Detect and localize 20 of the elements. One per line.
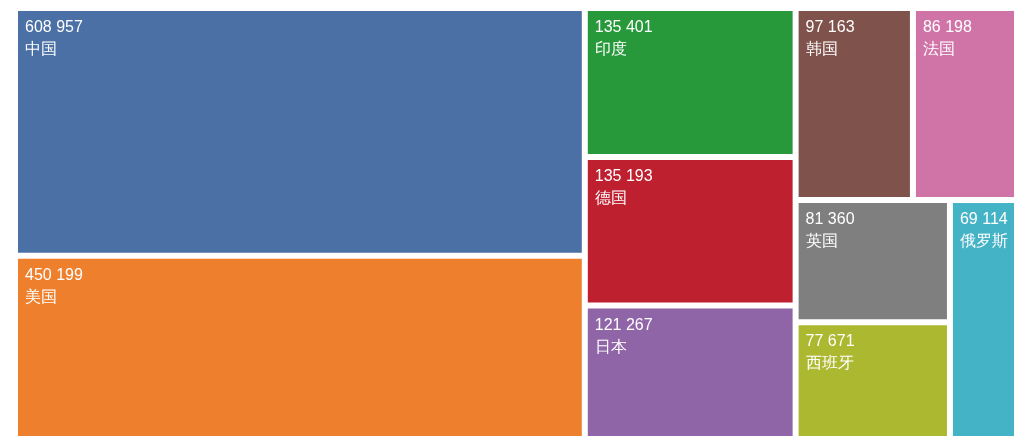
category-label: 美国 [25, 287, 57, 305]
data-label: 450 199 [25, 265, 83, 283]
category-label: 俄罗斯 [959, 232, 1008, 250]
category-label: 韩国 [805, 40, 838, 57]
data-label: 121 267 [594, 315, 653, 333]
data-label: 97 163 [805, 18, 855, 35]
data-label: 135 193 [594, 166, 653, 184]
category-label: 中国 [25, 40, 57, 57]
category-label: 西班牙 [805, 354, 854, 372]
data-label: 81 360 [805, 210, 855, 228]
data-label: 77 671 [805, 332, 855, 350]
category-label: 英国 [805, 232, 838, 250]
data-label: 86 198 [922, 18, 972, 35]
category-label: 法国 [922, 40, 955, 57]
category-label: 德国 [594, 188, 627, 206]
category-label: 印度 [594, 40, 627, 57]
data-label: 608 957 [25, 18, 83, 35]
data-label: 69 114 [959, 210, 1008, 228]
category-label: 日本 [594, 337, 627, 355]
data-label: 135 401 [594, 18, 653, 35]
